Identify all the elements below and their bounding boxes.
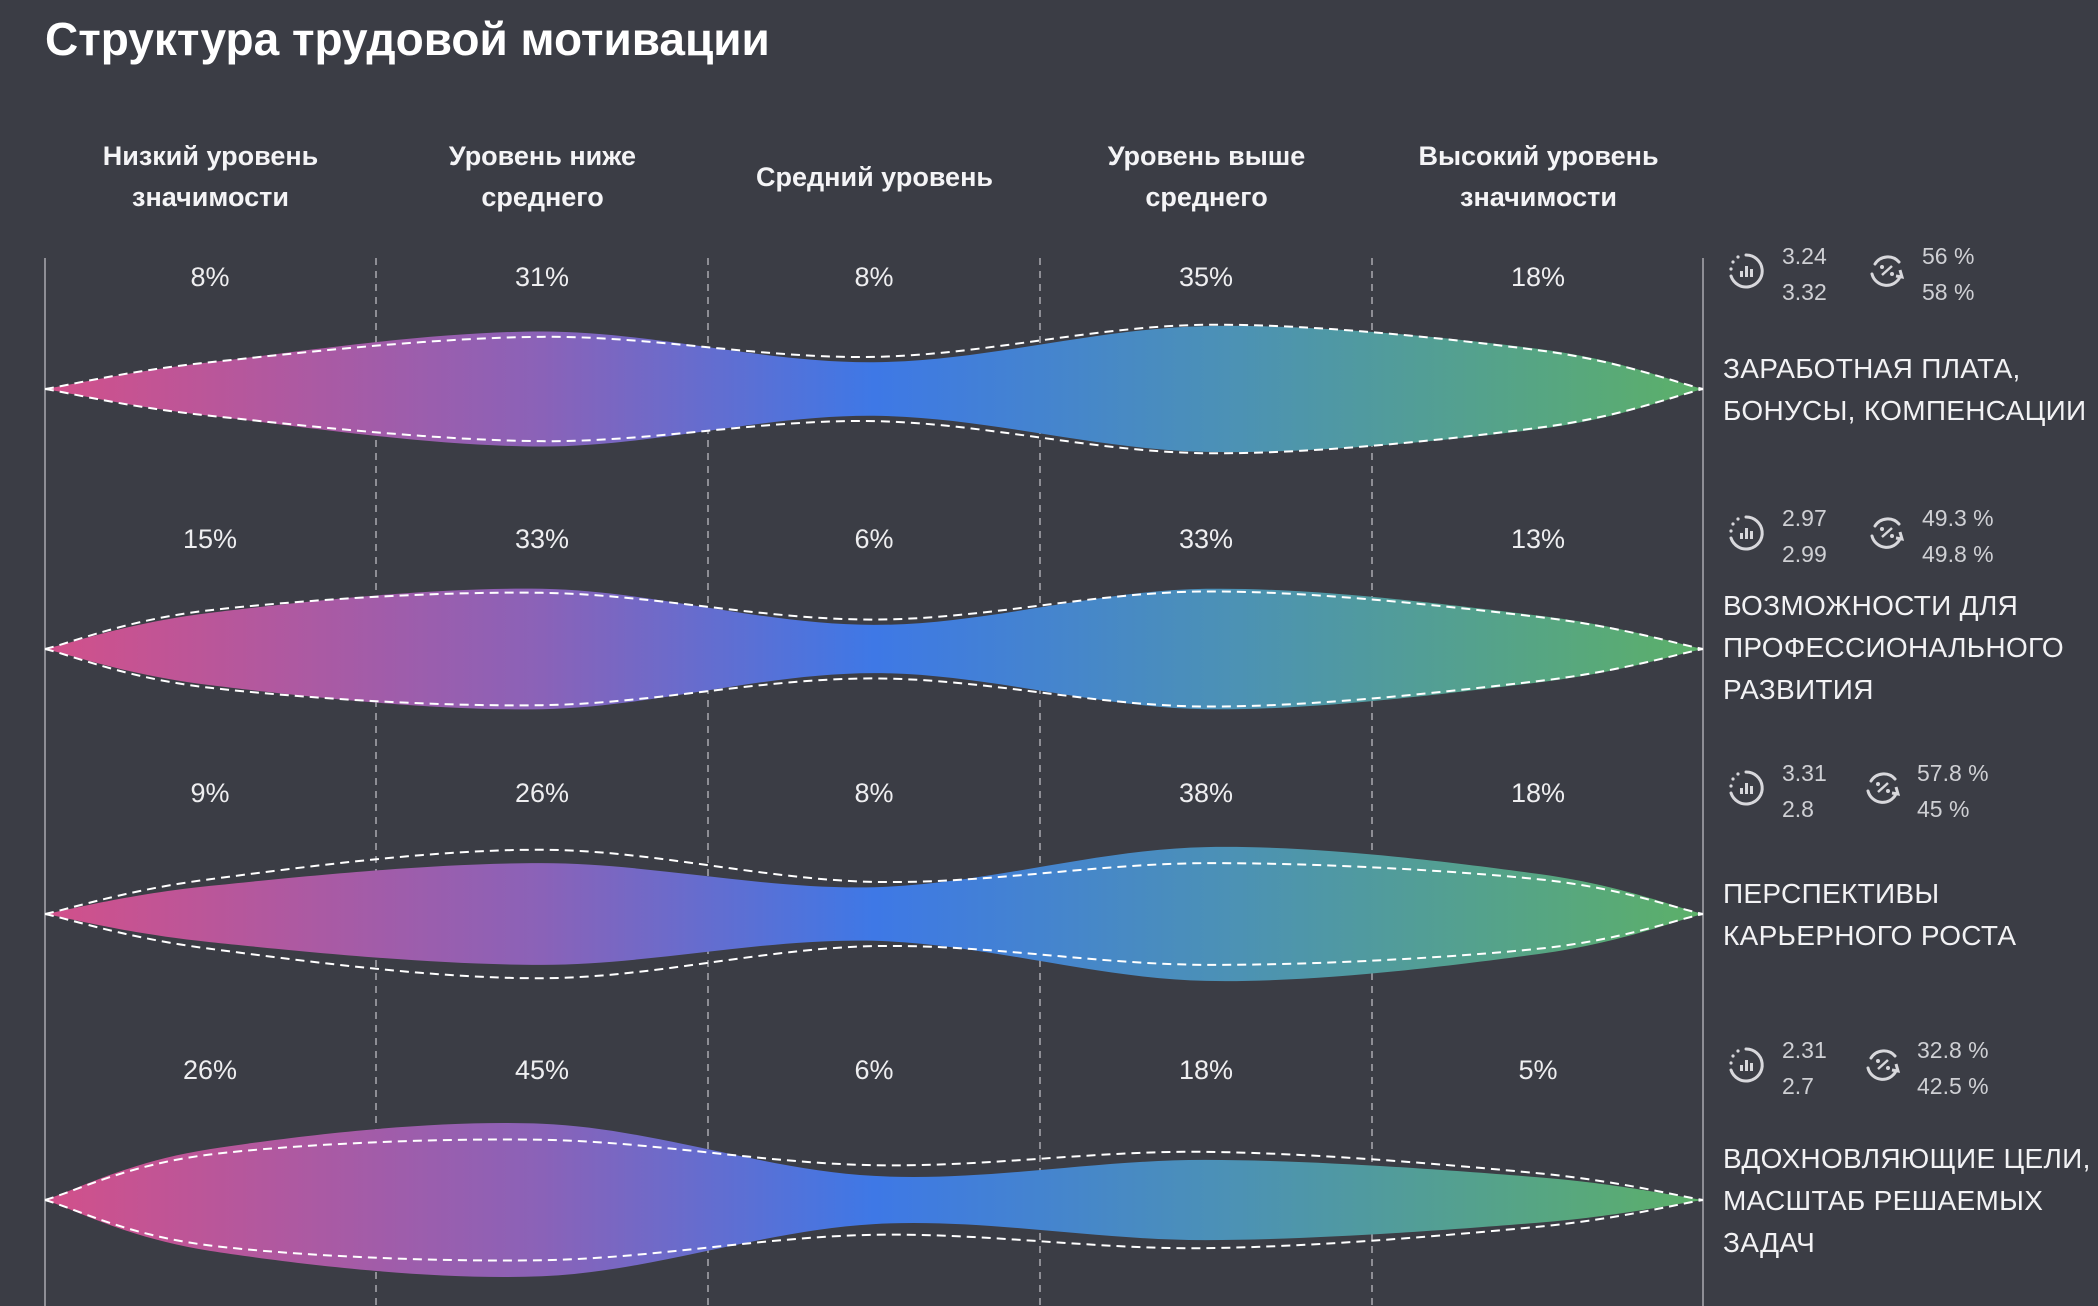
value-label: 35% xyxy=(1178,262,1234,292)
distribution-shape xyxy=(45,846,1703,982)
comparison-outline xyxy=(44,848,1704,915)
percent-cycle-icon xyxy=(1866,1049,1901,1081)
distribution-shape xyxy=(45,325,1703,453)
score-chart-icon xyxy=(1729,515,1764,551)
percent-values: 32.8 % 42.5 % xyxy=(1917,1032,1989,1104)
column-header-line: значимости xyxy=(132,182,289,212)
score-values: 2.97 2.99 xyxy=(1782,500,1827,572)
score-values: 2.31 2.7 xyxy=(1782,1032,1827,1104)
row-label-line: МАСШТАБ РЕШАЕМЫХ xyxy=(1723,1185,2044,1216)
value-label: 45% xyxy=(514,1055,570,1085)
value-label: 18% xyxy=(1178,1055,1234,1085)
value-label: 38% xyxy=(1178,778,1234,808)
score-chart-icon xyxy=(1729,253,1764,289)
percent-cycle-icon xyxy=(1866,772,1901,804)
value-label: 31% xyxy=(514,262,570,292)
value-label: 26% xyxy=(514,778,570,808)
value-label: 8% xyxy=(854,262,894,292)
score-value: 3.24 xyxy=(1782,243,1827,269)
score-value: 2.99 xyxy=(1782,541,1827,567)
percent-value: 49.3 % xyxy=(1922,505,1994,531)
percent-value: 45 % xyxy=(1917,796,1970,822)
score-chart-icon xyxy=(1729,770,1764,806)
value-label: 18% xyxy=(1510,262,1566,292)
value-label: 6% xyxy=(854,1055,894,1085)
value-label: 8% xyxy=(190,262,230,292)
row-label-line: ВОЗМОЖНОСТИ ДЛЯ xyxy=(1723,590,2019,621)
score-value: 2.97 xyxy=(1782,505,1827,531)
value-label: 33% xyxy=(1178,524,1234,554)
percent-values: 56 % 58 % xyxy=(1922,238,1974,310)
score-value: 3.32 xyxy=(1782,279,1827,305)
distribution-shape xyxy=(45,1123,1703,1277)
percent-cycle-icon xyxy=(1870,255,1905,287)
value-label: 33% xyxy=(514,524,570,554)
percent-value: 49.8 % xyxy=(1922,541,1994,567)
percent-value: 57.8 % xyxy=(1917,760,1989,786)
column-header: Высокий уровень значимости xyxy=(1373,136,1704,218)
row-label: ЗАРАБОТНАЯ ПЛАТА, БОНУСЫ, КОМПЕНСАЦИИ xyxy=(1723,348,2086,432)
column-header-line: Уровень ниже xyxy=(448,141,637,171)
value-label: 15% xyxy=(182,524,238,554)
column-header-line: среднего xyxy=(481,182,604,212)
row-label: ВДОХНОВЛЯЮЩИЕ ЦЕЛИ, МАСШТАБ РЕШАЕМЫХ ЗАДАЧ xyxy=(1723,1138,2091,1264)
row-label-line: РАЗВИТИЯ xyxy=(1723,674,1874,705)
value-label: 18% xyxy=(1510,778,1566,808)
percent-values: 49.3 % 49.8 % xyxy=(1922,500,1994,572)
percent-value: 58 % xyxy=(1922,279,1975,305)
percent-value: 32.8 % xyxy=(1917,1037,1989,1063)
comparison-outline xyxy=(44,590,1704,650)
column-header-line: Средний уровень xyxy=(756,162,993,192)
score-value: 2.8 xyxy=(1782,796,1814,822)
comparison-outline xyxy=(44,1138,1704,1201)
column-header: Средний уровень xyxy=(709,157,1040,198)
column-header-line: Уровень выше xyxy=(1107,141,1306,171)
row-label-line: ВДОХНОВЛЯЮЩИЕ ЦЕЛИ, xyxy=(1723,1143,2091,1174)
score-values: 3.24 3.32 xyxy=(1782,238,1827,310)
row-label-line: ПЕРСПЕКТИВЫ xyxy=(1723,878,1940,909)
value-label: 26% xyxy=(182,1055,238,1085)
comparison-outline xyxy=(44,1199,1704,1262)
value-label: 8% xyxy=(854,778,894,808)
comparison-outline xyxy=(44,323,1704,390)
percent-values: 57.8 % 45 % xyxy=(1917,755,1989,827)
value-label: 6% xyxy=(854,524,894,554)
comparison-outline xyxy=(44,648,1704,708)
score-values: 3.31 2.8 xyxy=(1782,755,1827,827)
column-header-line: Высокий уровень xyxy=(1418,141,1659,171)
comparison-outline xyxy=(44,388,1704,455)
column-header: Уровень ниже среднего xyxy=(377,136,708,218)
column-header-line: среднего xyxy=(1145,182,1268,212)
percent-value: 56 % xyxy=(1922,243,1975,269)
row-label-line: ПРОФЕССИОНАЛЬНОГО xyxy=(1723,632,2065,663)
page-title: Структура трудовой мотивации xyxy=(45,13,770,65)
score-value: 2.7 xyxy=(1782,1073,1814,1099)
score-value: 3.31 xyxy=(1782,760,1827,786)
row-label-line: БОНУСЫ, КОМПЕНСАЦИИ xyxy=(1723,395,2087,426)
column-header-line: значимости xyxy=(1460,182,1617,212)
value-label: 9% xyxy=(190,778,230,808)
column-header-line: Низкий уровень xyxy=(102,141,319,171)
column-header: Низкий уровень значимости xyxy=(45,136,376,218)
percent-value: 42.5 % xyxy=(1917,1073,1989,1099)
row-label-line: ЗАРАБОТНАЯ ПЛАТА, xyxy=(1723,353,2021,384)
row-label: ВОЗМОЖНОСТИ ДЛЯ ПРОФЕССИОНАЛЬНОГО РАЗВИТИЯ xyxy=(1723,585,2064,711)
row-label-line: ЗАДАЧ xyxy=(1723,1227,1816,1258)
percent-cycle-icon xyxy=(1870,517,1905,549)
score-chart-icon xyxy=(1729,1047,1764,1083)
value-label: 13% xyxy=(1510,524,1566,554)
distribution-shape xyxy=(45,588,1703,710)
score-value: 2.31 xyxy=(1782,1037,1827,1063)
column-header: Уровень выше среднего xyxy=(1041,136,1372,218)
row-label-line: КАРЬЕРНОГО РОСТА xyxy=(1723,920,2017,951)
row-label: ПЕРСПЕКТИВЫ КАРЬЕРНОГО РОСТА xyxy=(1723,873,2016,957)
comparison-outline xyxy=(44,913,1704,980)
value-label: 5% xyxy=(1518,1055,1558,1085)
